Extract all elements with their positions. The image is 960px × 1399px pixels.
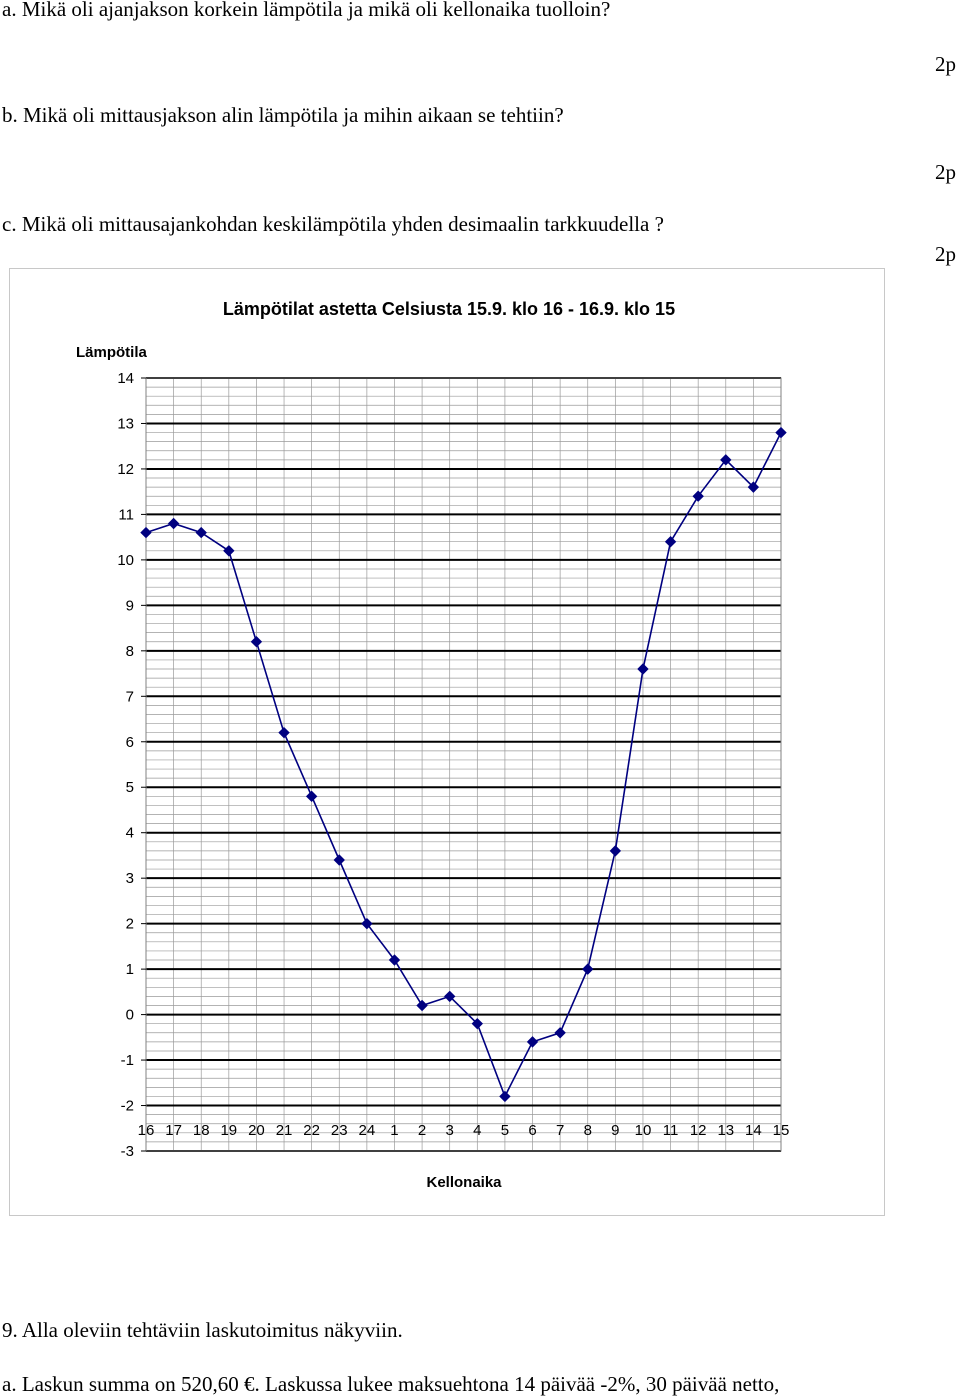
- x-tick-label: 4: [473, 1122, 481, 1139]
- y-tick-label: 1: [126, 961, 134, 978]
- question-c: c. Mikä oli mittausajankohdan keskilämpö…: [2, 212, 664, 236]
- x-tick-label: 20: [248, 1122, 265, 1139]
- x-tick-label: 22: [303, 1122, 320, 1139]
- x-tick-label: 9: [611, 1122, 619, 1139]
- points-a: 2p: [935, 52, 956, 76]
- x-tick-label: 8: [584, 1122, 592, 1139]
- y-tick-label: 11: [118, 506, 134, 523]
- y-tick-label: -1: [121, 1052, 134, 1069]
- data-point-marker: [664, 535, 677, 548]
- data-point-marker: [140, 526, 152, 539]
- data-point-marker: [747, 481, 760, 493]
- task-instruction: 9. Alla oleviin tehtäviin laskutoimitus …: [2, 1318, 403, 1342]
- x-tick-label: 3: [446, 1122, 454, 1139]
- chart-title: Lämpötilat astetta Celsiusta 15.9. klo 1…: [223, 299, 675, 319]
- task-a-text: a. Laskun summa on 520,60 €. Laskussa lu…: [2, 1372, 780, 1396]
- data-point-marker: [637, 663, 649, 675]
- data-point-marker: [333, 854, 345, 866]
- points-c: 2p: [935, 242, 956, 266]
- x-tick-label: 5: [501, 1122, 509, 1139]
- data-point-marker: [775, 426, 787, 439]
- data-point-marker: [443, 990, 456, 1003]
- x-tick-label: 15: [773, 1122, 790, 1139]
- y-tick-label: 5: [126, 779, 134, 796]
- x-tick-label: 21: [276, 1122, 293, 1139]
- y-tick-label: 13: [117, 415, 134, 432]
- x-tick-label: 14: [745, 1122, 762, 1139]
- x-tick-label: 11: [663, 1122, 679, 1139]
- data-point-marker: [582, 963, 594, 975]
- x-tick-label: 6: [528, 1122, 536, 1139]
- x-axis-label: Kellonaika: [426, 1174, 502, 1191]
- data-point-marker: [250, 636, 263, 648]
- data-point-marker: [499, 1090, 511, 1103]
- y-tick-label: 12: [117, 461, 134, 478]
- y-tick-label: 7: [126, 688, 134, 705]
- x-tick-label: 1: [390, 1122, 398, 1139]
- y-tick-label: 10: [117, 552, 134, 569]
- x-tick-label: 12: [690, 1122, 707, 1139]
- temperature-line-chart: Lämpötilat astetta Celsiusta 15.9. klo 1…: [76, 299, 790, 1191]
- data-point-marker: [471, 1017, 484, 1030]
- data-point-marker: [305, 790, 318, 803]
- y-tick-label: 2: [126, 916, 134, 933]
- y-tick-label: 0: [126, 1007, 134, 1024]
- y-axis-label: Lämpötila: [76, 344, 147, 361]
- data-point-marker: [361, 917, 373, 930]
- x-tick-label: 13: [717, 1122, 734, 1139]
- data-point-marker: [692, 490, 704, 502]
- x-tick-label: 18: [193, 1122, 210, 1139]
- plot-area-border: [145, 377, 782, 1152]
- y-tick-label: -2: [121, 1098, 134, 1115]
- x-tick-label: 24: [359, 1122, 376, 1139]
- y-tick-label: 4: [126, 825, 134, 842]
- y-tick-label: 6: [126, 734, 134, 751]
- x-tick-label: 16: [138, 1122, 155, 1139]
- x-tick-label: 7: [556, 1122, 564, 1139]
- question-b: b. Mikä oli mittausjakson alin lämpötila…: [2, 103, 564, 127]
- data-point-marker: [416, 999, 428, 1012]
- y-tick-label: 3: [126, 870, 134, 887]
- series-line: [145, 432, 782, 1099]
- data-point-marker: [526, 1036, 539, 1048]
- data-point-marker: [609, 845, 622, 857]
- y-tick-label: 8: [126, 643, 134, 660]
- points-b: 2p: [935, 160, 956, 184]
- data-point-marker: [223, 545, 235, 557]
- data-point-marker: [720, 454, 732, 466]
- data-point-marker: [388, 954, 401, 966]
- y-tick-label: 14: [117, 370, 134, 387]
- x-tick-label: 17: [165, 1122, 182, 1139]
- question-a: a. Mikä oli ajanjakson korkein lämpötila…: [2, 0, 611, 21]
- x-tick-label: 19: [220, 1122, 237, 1139]
- data-point-marker: [167, 517, 180, 530]
- data-point-marker: [554, 1027, 566, 1039]
- data-point-marker: [195, 526, 207, 539]
- x-tick-label: 2: [418, 1122, 426, 1139]
- y-tick-label: 9: [126, 597, 134, 614]
- x-tick-label: 23: [331, 1122, 348, 1139]
- x-tick-label: 10: [635, 1122, 652, 1139]
- y-tick-label: -3: [121, 1143, 134, 1160]
- data-point-marker: [278, 726, 290, 739]
